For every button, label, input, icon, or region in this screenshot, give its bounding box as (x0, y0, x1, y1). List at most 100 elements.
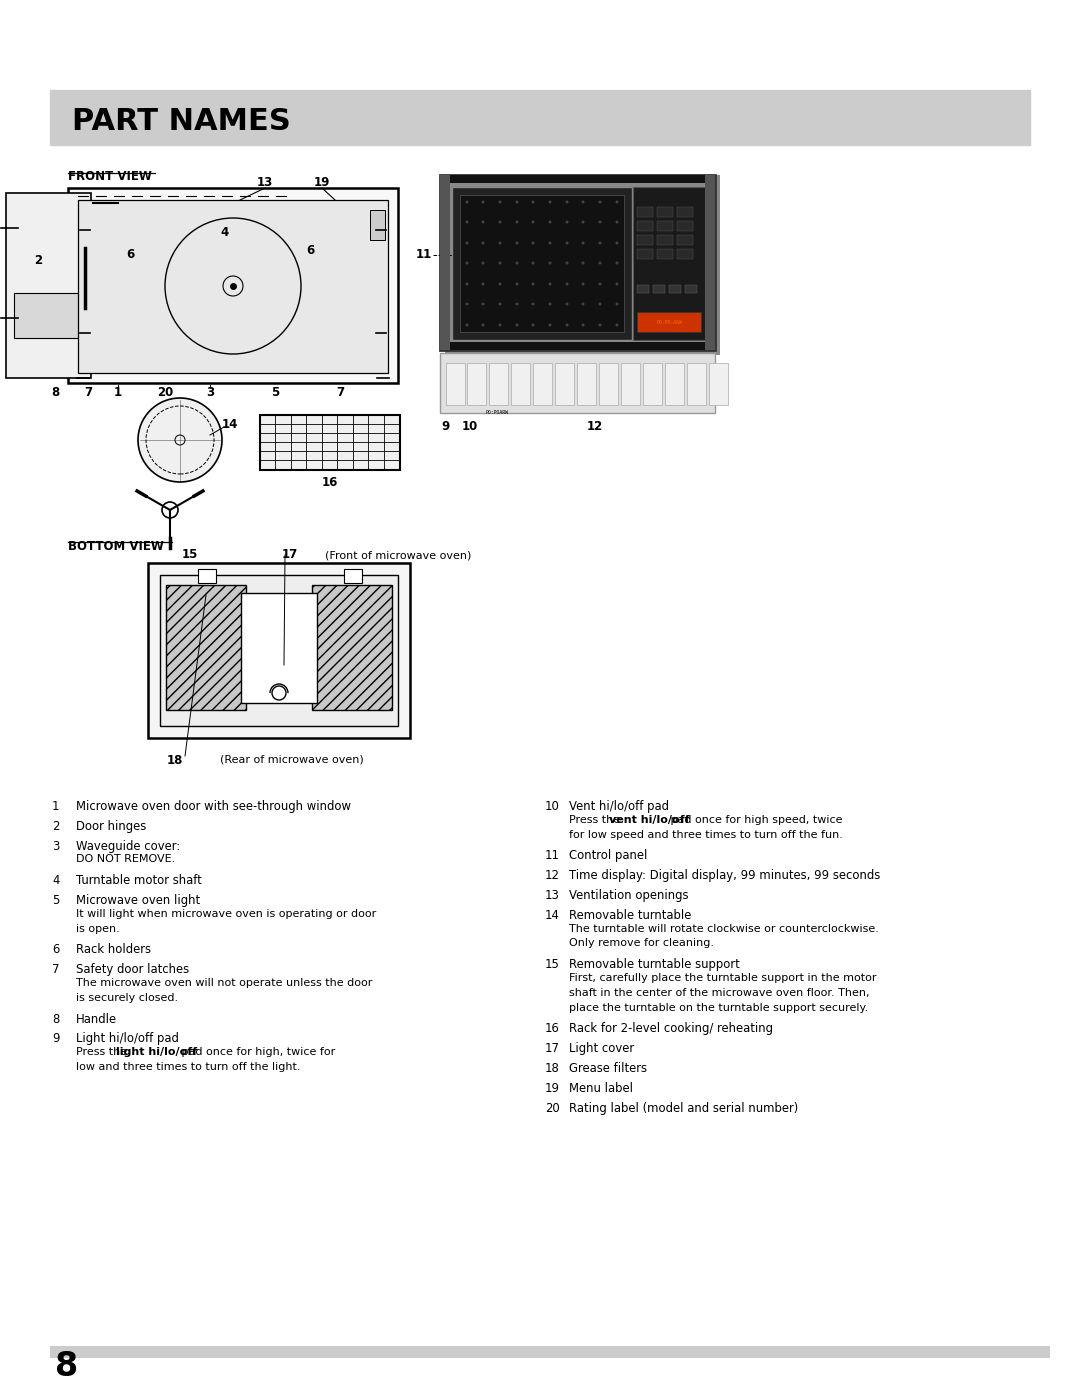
Bar (708, 362, 728, 406)
Circle shape (499, 323, 501, 326)
Circle shape (598, 241, 602, 244)
Bar (637, 284, 649, 293)
Circle shape (482, 283, 485, 286)
Bar (637, 206, 653, 217)
Text: 19: 19 (545, 1082, 561, 1094)
Bar (687, 362, 706, 406)
Circle shape (581, 201, 584, 204)
Text: Press the: Press the (76, 1047, 131, 1057)
Circle shape (465, 302, 469, 305)
Circle shape (566, 302, 568, 305)
Circle shape (499, 201, 501, 204)
Circle shape (482, 201, 485, 204)
Text: 8: 8 (52, 1012, 59, 1026)
Text: Light cover: Light cover (569, 1043, 634, 1055)
Text: vent hi/lo/off: vent hi/lo/off (609, 815, 689, 825)
Circle shape (566, 201, 568, 204)
Bar (198, 569, 216, 583)
Text: It will light when microwave oven is operating or door: It will light when microwave oven is ope… (76, 909, 376, 919)
Text: 4: 4 (52, 874, 59, 887)
Bar (599, 362, 618, 406)
Circle shape (566, 262, 568, 265)
Circle shape (549, 302, 552, 305)
Bar (511, 362, 530, 406)
Bar (621, 362, 640, 406)
Bar (370, 210, 384, 240)
Bar (555, 362, 573, 406)
Text: (Front of microwave oven): (Front of microwave oven) (325, 551, 471, 560)
Bar (657, 236, 673, 245)
Circle shape (598, 302, 602, 305)
Bar (453, 187, 632, 340)
Text: Waveguide cover:: Waveguide cover: (76, 839, 180, 853)
Bar (637, 312, 701, 332)
Bar (637, 250, 653, 259)
Text: The microwave oven will not operate unless the door: The microwave oven will not operate unle… (76, 979, 373, 988)
Text: 2: 2 (33, 254, 42, 266)
Text: Vent hi/lo/off pad: Vent hi/lo/off pad (569, 800, 669, 813)
Text: light hi/lo/off: light hi/lo/off (116, 1047, 197, 1057)
Text: Rack holders: Rack holders (76, 944, 151, 956)
Bar (260, 415, 400, 470)
Text: low and three times to turn off the light.: low and three times to turn off the ligh… (76, 1062, 300, 1072)
Bar (669, 284, 681, 293)
Circle shape (566, 323, 568, 326)
Text: FRONT VIEW: FRONT VIEW (68, 170, 152, 183)
Text: 3: 3 (52, 839, 59, 853)
Circle shape (499, 302, 501, 305)
Bar (677, 236, 693, 245)
Circle shape (566, 241, 568, 244)
Text: 11: 11 (545, 849, 561, 863)
Text: 12: 12 (545, 870, 559, 882)
Text: Handle: Handle (76, 1012, 117, 1026)
Circle shape (616, 323, 619, 326)
Bar (50, 1347, 1050, 1358)
Text: place the turntable on the turntable support securely.: place the turntable on the turntable sup… (569, 1002, 868, 1012)
Text: 18: 18 (545, 1062, 559, 1075)
Bar (440, 353, 715, 413)
Circle shape (616, 241, 619, 244)
Circle shape (138, 399, 222, 482)
Text: 20: 20 (157, 386, 173, 399)
Bar (637, 222, 653, 231)
Bar (440, 176, 715, 183)
Bar (665, 362, 684, 406)
Text: 6: 6 (306, 244, 314, 256)
Bar (467, 362, 486, 406)
Text: 17: 17 (282, 548, 298, 562)
Circle shape (499, 283, 501, 286)
Text: 15: 15 (181, 548, 199, 562)
Text: 4: 4 (221, 226, 229, 238)
Text: Removable turntable: Removable turntable (569, 909, 691, 921)
Text: pad once for high, twice for: pad once for high, twice for (178, 1047, 335, 1057)
Text: for low speed and three times to turn off the fun.: for low speed and three times to turn of… (569, 829, 842, 839)
Text: 7: 7 (336, 386, 345, 399)
Text: 3: 3 (206, 386, 214, 399)
Circle shape (465, 241, 469, 244)
Bar (78, 199, 388, 374)
Circle shape (581, 283, 584, 286)
Text: Time display: Digital display, 99 minutes, 99 seconds: Time display: Digital display, 99 minute… (569, 870, 880, 882)
Bar (460, 195, 624, 332)
Circle shape (515, 241, 518, 244)
Text: Rating label (model and serial number): Rating label (model and serial number) (569, 1101, 798, 1115)
Circle shape (515, 220, 518, 223)
Circle shape (566, 283, 568, 286)
Circle shape (531, 323, 535, 326)
Circle shape (515, 283, 518, 286)
Circle shape (499, 241, 501, 244)
Circle shape (499, 220, 501, 223)
Text: 6: 6 (126, 248, 134, 262)
Text: 12: 12 (586, 421, 603, 434)
Circle shape (531, 220, 535, 223)
Circle shape (515, 201, 518, 204)
Circle shape (616, 283, 619, 286)
Circle shape (482, 302, 485, 305)
Bar (653, 284, 665, 293)
Circle shape (465, 262, 469, 265)
Bar (440, 176, 715, 350)
Circle shape (515, 323, 518, 326)
Bar (489, 362, 508, 406)
Circle shape (598, 201, 602, 204)
Bar (440, 176, 450, 350)
